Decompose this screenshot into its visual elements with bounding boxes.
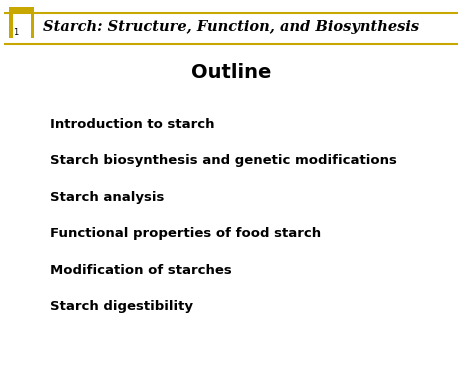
- Text: Starch biosynthesis and genetic modifications: Starch biosynthesis and genetic modifica…: [50, 154, 397, 167]
- Text: Starch digestibility: Starch digestibility: [50, 300, 193, 313]
- Text: Modification of starches: Modification of starches: [50, 264, 231, 277]
- Text: Functional properties of food starch: Functional properties of food starch: [50, 227, 321, 240]
- Text: 1: 1: [13, 28, 18, 37]
- Text: Outline: Outline: [191, 64, 271, 82]
- Text: Starch analysis: Starch analysis: [50, 191, 164, 204]
- Text: Introduction to starch: Introduction to starch: [50, 118, 214, 131]
- Text: Starch: Structure, Function, and Biosynthesis: Starch: Structure, Function, and Biosynt…: [43, 20, 419, 34]
- Bar: [9, 7, 34, 38]
- Bar: [12, 12, 31, 38]
